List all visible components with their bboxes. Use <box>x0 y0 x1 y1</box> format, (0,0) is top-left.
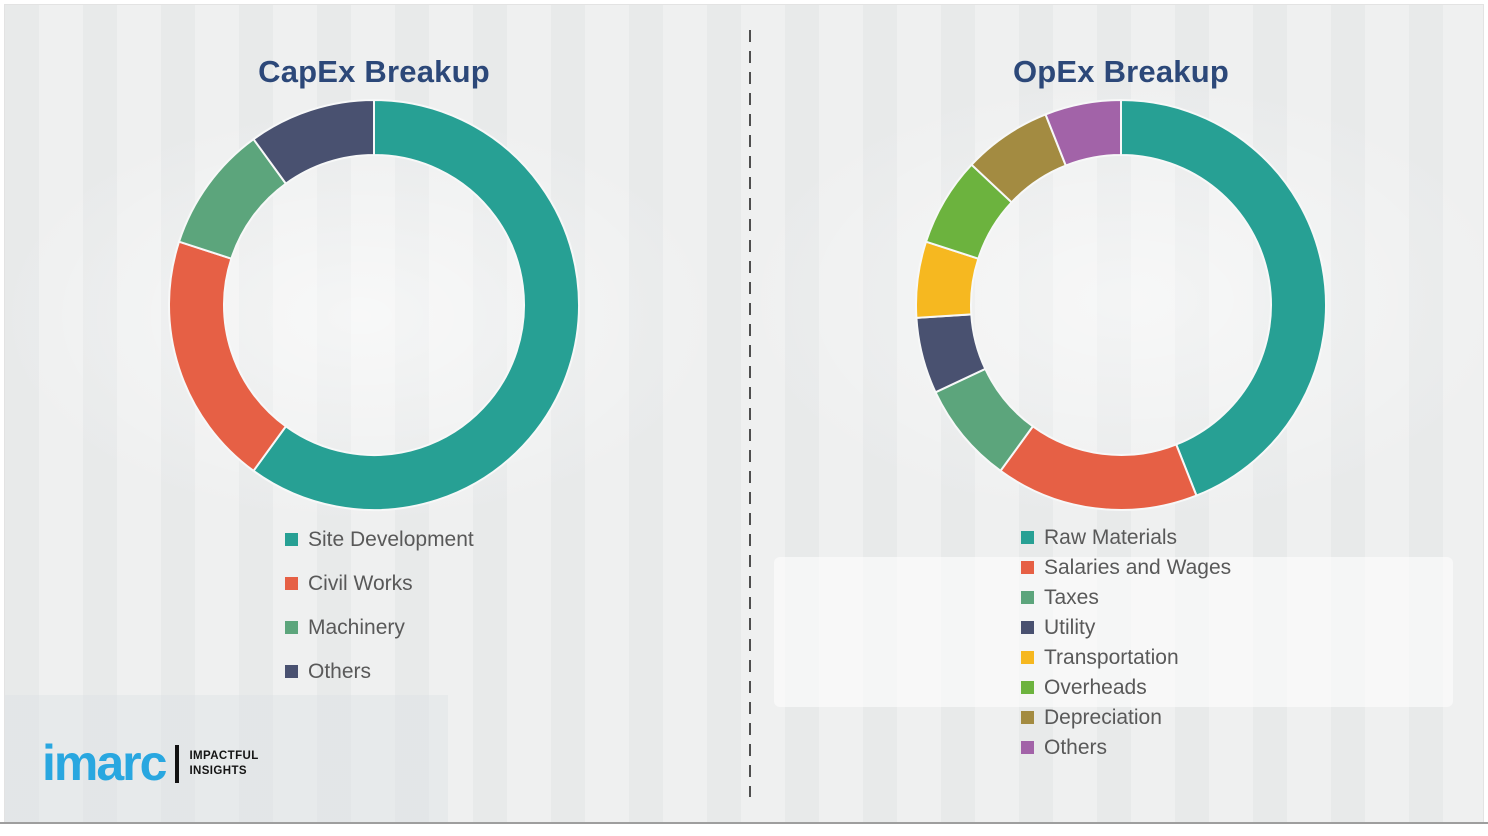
legend-swatch <box>1021 590 1034 604</box>
legend-item: Taxes <box>1021 582 1231 612</box>
donut-segment-salaries-and-wages <box>999 424 1198 511</box>
legend-item: Raw Materials <box>1021 522 1231 552</box>
legend-label: Utility <box>1044 615 1096 639</box>
legend-swatch <box>1021 530 1034 544</box>
legend-item: Transportation <box>1021 642 1231 672</box>
legend-label: Raw Materials <box>1044 525 1178 549</box>
legend-label: Taxes <box>1044 585 1099 609</box>
tagline-line-1: IMPACTFUL <box>189 750 259 763</box>
legend-label: Others <box>1044 735 1108 759</box>
legend-swatch <box>285 664 298 678</box>
legend-label: Salaries and Wages <box>1044 555 1232 579</box>
legend-swatch <box>1021 650 1034 664</box>
legend-swatch <box>1021 620 1034 634</box>
legend-item: Depreciation <box>1021 702 1231 732</box>
donut-segment-site-development <box>252 98 580 511</box>
donut-segment-civil-works <box>168 240 288 473</box>
legend-label: Site Development <box>308 527 474 551</box>
donut-segment-raw-materials <box>1120 98 1327 497</box>
legend-label: Transportation <box>1044 645 1179 669</box>
opex-donut-chart <box>915 98 1327 511</box>
legend-swatch <box>1021 560 1034 574</box>
legend-swatch <box>1021 740 1034 754</box>
infographic-canvas: CapEx Breakup Site Development Civil Work… <box>4 4 1484 824</box>
bottom-border-line <box>0 822 1488 824</box>
divider-dashed-line <box>749 30 751 797</box>
legend-label: Machinery <box>308 615 405 639</box>
logo-divider-bar <box>175 744 180 783</box>
legend-item: Others <box>1021 732 1231 762</box>
legend-swatch <box>285 532 298 546</box>
legend-swatch <box>1021 710 1034 724</box>
donut-segment-others <box>252 98 375 186</box>
legend-item: Utility <box>1021 612 1231 642</box>
legend-label: Civil Works <box>308 571 413 595</box>
legend-label: Others <box>308 659 372 683</box>
opex-legend: Raw Materials Salaries and Wages Taxes Util… <box>1021 522 1231 762</box>
legend-item: Overheads <box>1021 672 1231 702</box>
legend-swatch <box>285 620 298 634</box>
legend-item: Site Development <box>285 517 474 561</box>
imarc-wordmark: imarc <box>42 735 167 791</box>
capex-chart-title: CapEx Breakup <box>258 53 490 89</box>
capex-legend: Site Development Civil Works Machinery Othe… <box>285 517 474 693</box>
legend-item: Civil Works <box>285 561 474 605</box>
tagline-line-2: INSIGHTS <box>189 764 247 777</box>
imarc-logo: imarc IMPACTFUL INSIGHTS <box>42 735 259 791</box>
legend-label: Overheads <box>1044 675 1147 699</box>
background-watermark <box>773 557 1454 707</box>
legend-swatch <box>1021 680 1034 694</box>
background-watermark <box>5 695 449 823</box>
opex-chart-title: OpEx Breakup <box>1012 53 1230 89</box>
legend-swatch <box>285 576 298 590</box>
legend-item: Salaries and Wages <box>1021 552 1231 582</box>
legend-item: Others <box>285 649 474 693</box>
capex-donut-chart <box>168 98 580 511</box>
donut-segment-others <box>1044 98 1122 167</box>
legend-label: Depreciation <box>1044 705 1162 729</box>
imarc-tagline: IMPACTFUL INSIGHTS <box>189 749 258 778</box>
legend-item: Machinery <box>285 605 474 649</box>
